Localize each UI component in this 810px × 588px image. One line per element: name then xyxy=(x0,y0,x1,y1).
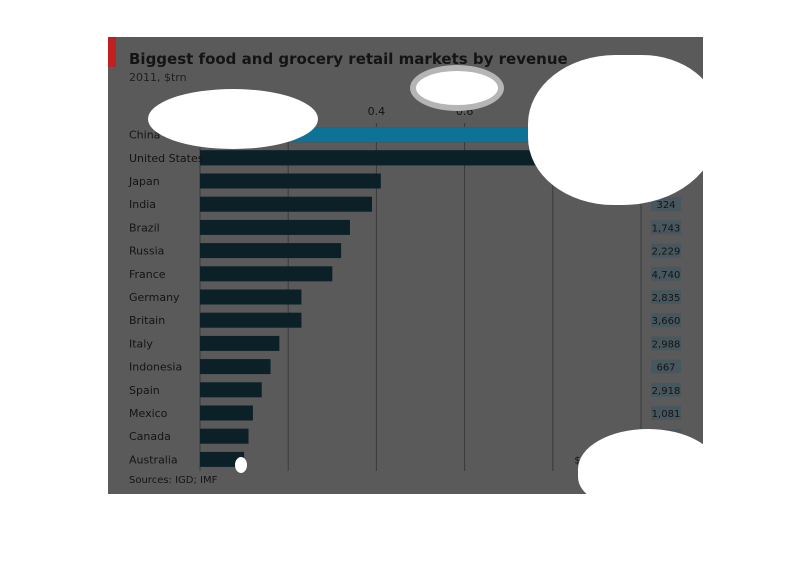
bar xyxy=(200,312,302,328)
bar xyxy=(200,196,372,212)
category-label: Indonesia xyxy=(129,361,182,374)
category-label: Australia xyxy=(129,453,178,466)
per-person-value: 2,918 xyxy=(652,386,681,397)
bar xyxy=(200,243,342,259)
category-label: Mexico xyxy=(129,407,168,420)
per-person-value: 2,988 xyxy=(652,339,681,350)
chart-source: Sources: IGD; IMF xyxy=(129,475,218,486)
bar xyxy=(200,451,245,467)
category-label: France xyxy=(129,268,166,281)
bar xyxy=(200,382,262,398)
per-person-box xyxy=(651,290,681,304)
overlay-blob xyxy=(148,89,318,149)
bar xyxy=(200,289,302,305)
overlay-blob xyxy=(235,457,247,473)
category-label: Italy xyxy=(129,337,153,350)
category-label: Russia xyxy=(129,245,164,258)
category-label: Brazil xyxy=(129,221,160,234)
per-person-value: 2,835 xyxy=(652,293,681,304)
per-person-box xyxy=(651,406,681,420)
per-person-box xyxy=(651,336,681,351)
category-label: United States xyxy=(129,152,204,165)
bar xyxy=(200,405,253,421)
x-tick-label: 0.4 xyxy=(368,105,386,118)
per-person-box xyxy=(651,220,681,235)
per-person-box xyxy=(651,359,681,374)
per-person-box xyxy=(651,313,681,328)
bar xyxy=(200,266,333,282)
overlay-blob xyxy=(410,65,504,111)
per-person-value: 324 xyxy=(656,200,675,211)
bar xyxy=(200,173,381,189)
bar xyxy=(200,335,280,351)
overlay-blob xyxy=(528,55,703,205)
bar xyxy=(200,428,249,444)
per-person-box xyxy=(651,266,681,281)
per-person-box xyxy=(651,382,681,397)
overlay-blob xyxy=(578,429,703,494)
bar xyxy=(200,219,350,235)
chart-panel: Biggest food and grocery retail markets … xyxy=(108,37,703,494)
category-label: Canada xyxy=(129,430,171,443)
bar xyxy=(200,150,602,166)
per-person-value: 1,743 xyxy=(652,223,681,234)
category-label: Germany xyxy=(129,291,180,304)
per-person-value: 1,081 xyxy=(652,409,681,420)
per-person-value: 4,740 xyxy=(652,270,681,281)
per-person-value: 2,229 xyxy=(652,247,681,258)
category-label: Spain xyxy=(129,384,160,397)
brand-tab xyxy=(108,37,116,67)
category-label: Japan xyxy=(128,175,160,188)
category-label: India xyxy=(129,198,156,211)
per-person-value: 3,660 xyxy=(652,316,681,327)
category-label: China xyxy=(129,129,160,142)
bar xyxy=(200,359,271,375)
chart-title: Biggest food and grocery retail markets … xyxy=(129,50,568,68)
per-person-box xyxy=(651,197,681,212)
per-person-value: 667 xyxy=(656,363,675,374)
per-person-box xyxy=(651,243,681,258)
chart-subtitle: 2011, $trn xyxy=(129,71,187,84)
category-label: Britain xyxy=(129,314,165,327)
